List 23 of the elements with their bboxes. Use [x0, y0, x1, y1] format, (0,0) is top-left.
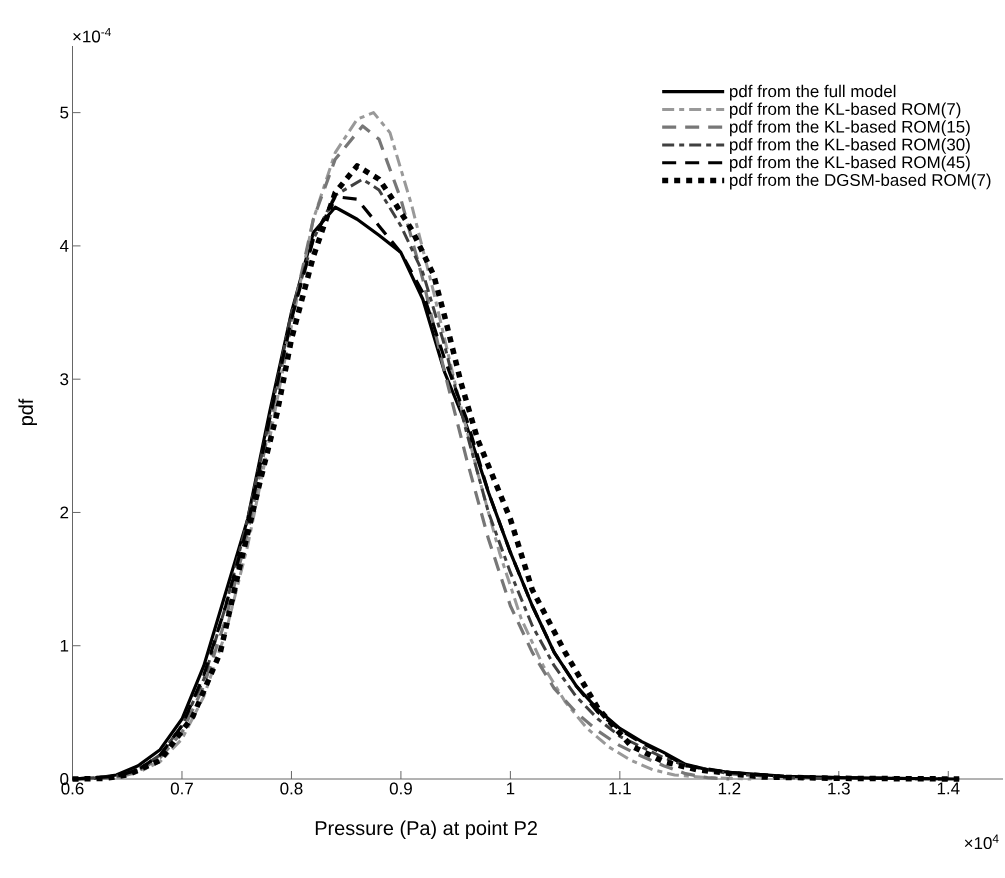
- y-axis-title: pdf: [18, 398, 37, 426]
- x-tick-label: 1.2: [718, 782, 741, 795]
- x-tick-label: 1.1: [609, 782, 631, 795]
- x-tick-label: 0.8: [280, 782, 303, 795]
- x-tick-label: 0.7: [170, 782, 193, 795]
- y-tick-label: 3: [60, 373, 69, 386]
- legend-label: pdf from the full model: [730, 84, 896, 101]
- text: ×10$^{4}$: [964, 834, 999, 850]
- x-tick-label: 1: [506, 782, 515, 795]
- legend-label: pdf from the KL-based ROM(45): [730, 155, 970, 172]
- legend-label: pdf from the KL-based ROM(7): [730, 102, 961, 119]
- x-tick-label: 1.3: [828, 782, 850, 795]
- y-tick-label: 2: [60, 506, 69, 519]
- y-tick-label: 1: [60, 639, 69, 652]
- legend-label: pdf from the DGSM-based ROM(7): [730, 173, 991, 190]
- y-tick-label: 4: [59, 240, 69, 252]
- legend-label: pdf from the KL-based ROM(30): [730, 138, 970, 154]
- legend-label: pdf from the KL-based ROM(15): [730, 120, 970, 137]
- x-tick-label: 0.9: [389, 782, 412, 795]
- x-tick-label: 1.4: [937, 782, 960, 795]
- text: ×10$^{-4}$: [73, 27, 111, 43]
- y-tick-label: 5: [60, 106, 69, 119]
- x-axis-title: Pressure (Pa) at point P2: [315, 820, 537, 840]
